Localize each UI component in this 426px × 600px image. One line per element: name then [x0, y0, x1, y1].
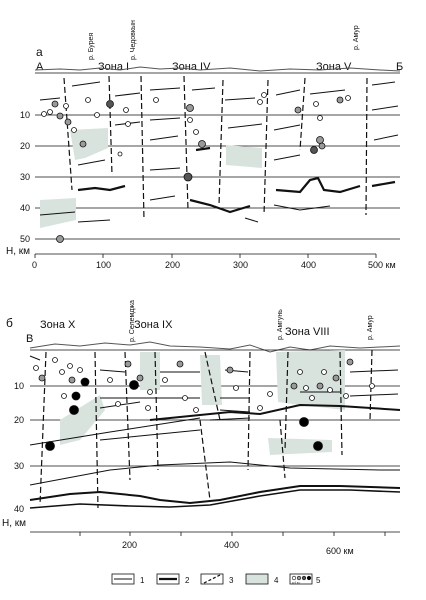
depth-tick-40-b: 40 — [14, 504, 24, 514]
low-velocity-zones-a — [40, 128, 262, 228]
river-amur-b-label: р. Амур — [367, 315, 374, 340]
zone-i-label: Зона I — [98, 61, 129, 73]
legend-sub-labels: а б в г — [292, 581, 301, 585]
distance-tick-300-a: 300 — [233, 260, 248, 270]
depth-axis-label-a: Н, км — [6, 246, 30, 257]
distance-tick-200-b: 200 — [122, 540, 137, 550]
panel-a: а А Б р. Бурея р. Чедовкын р. Амур Зона … — [6, 20, 403, 270]
depth-tick-50-a: 50 — [20, 234, 30, 244]
distance-axis-a: 0 100 200 300 400 500 км — [32, 253, 396, 270]
depth-tick-30-b: 30 — [14, 461, 24, 471]
panel-b: б В р. Селемджа р. Амгунь р. Амур Зона X… — [2, 300, 401, 556]
zone-ix-label: Зона IX — [134, 319, 173, 331]
surface-relief-b — [29, 341, 401, 353]
hypocenters-a — [41, 92, 351, 243]
depth-tick-30-a: 30 — [20, 172, 30, 182]
legend-label-5: 5 — [316, 576, 321, 585]
thick-boundaries-b — [29, 403, 401, 505]
legend-item-1: 1 — [111, 573, 145, 585]
legend-item-3: 3 — [200, 573, 234, 585]
river-bureya-label: р. Бурея — [88, 33, 95, 60]
panel-b-letter: б — [6, 316, 13, 330]
faults-a — [63, 75, 368, 221]
panel-a-letter: а — [36, 45, 43, 59]
legend-item-4: 4 — [245, 573, 279, 585]
zone-iv-label: Зона IV — [172, 61, 211, 73]
depth-axis-a: 10 20 30 40 50 Н, км — [6, 110, 30, 257]
thick-boundaries-a — [77, 146, 396, 214]
distance-tick-400-a: 400 — [301, 260, 316, 270]
distance-tick-600-b: 600 км — [326, 546, 354, 556]
depth-tick-20-b: 20 — [14, 415, 24, 425]
river-selemdzha-label: р. Селемджа — [129, 300, 136, 342]
depth-tick-20-a: 20 — [20, 141, 30, 151]
thin-boundaries-b — [29, 355, 400, 486]
faults-b — [39, 349, 373, 509]
distance-tick-0-a: 0 — [32, 260, 37, 270]
legend-label-2: 2 — [185, 576, 190, 585]
legend-label-3: 3 — [229, 576, 234, 585]
depth-tick-40-a: 40 — [20, 203, 30, 213]
thin-boundaries-a — [39, 81, 399, 223]
legend-label-1: 1 — [140, 576, 145, 585]
panel-a-left-end: А — [36, 61, 44, 73]
depth-tick-10-a: 10 — [20, 110, 30, 120]
zone-viii-label: Зона VIII — [285, 326, 330, 338]
river-amur-a-label: р. Амур — [353, 25, 360, 50]
distance-axis-b: 200 400 600 км — [30, 531, 400, 556]
depth-axis-b: 10 20 30 40 Н, км — [2, 381, 26, 529]
moho-boundary-b — [29, 489, 401, 509]
legend: 1 2 3 4 а б в г 5 — [111, 573, 321, 585]
zone-x-label: Зона X — [40, 319, 76, 331]
surface-relief-a — [34, 66, 401, 72]
panel-b-left-end: В — [26, 333, 33, 345]
legend-item-2: 2 — [156, 573, 190, 585]
panel-a-right-end: Б — [396, 61, 403, 73]
river-amgun-label: р. Амгунь — [277, 309, 284, 340]
legend-item-5: а б в г 5 — [289, 573, 321, 585]
zone-v-label: Зона V — [316, 61, 352, 73]
river-chedovkyn-label: р. Чедовкын — [130, 20, 137, 60]
depth-axis-label-b: Н, км — [2, 518, 26, 529]
hypocenters-b — [33, 357, 375, 451]
distance-tick-100-a: 100 — [96, 260, 111, 270]
depth-tick-10-b: 10 — [14, 381, 24, 391]
distance-tick-400-b: 400 — [224, 540, 239, 550]
distance-tick-200-a: 200 — [165, 260, 180, 270]
legend-label-4: 4 — [274, 576, 279, 585]
distance-tick-500-a: 500 км — [368, 260, 396, 270]
